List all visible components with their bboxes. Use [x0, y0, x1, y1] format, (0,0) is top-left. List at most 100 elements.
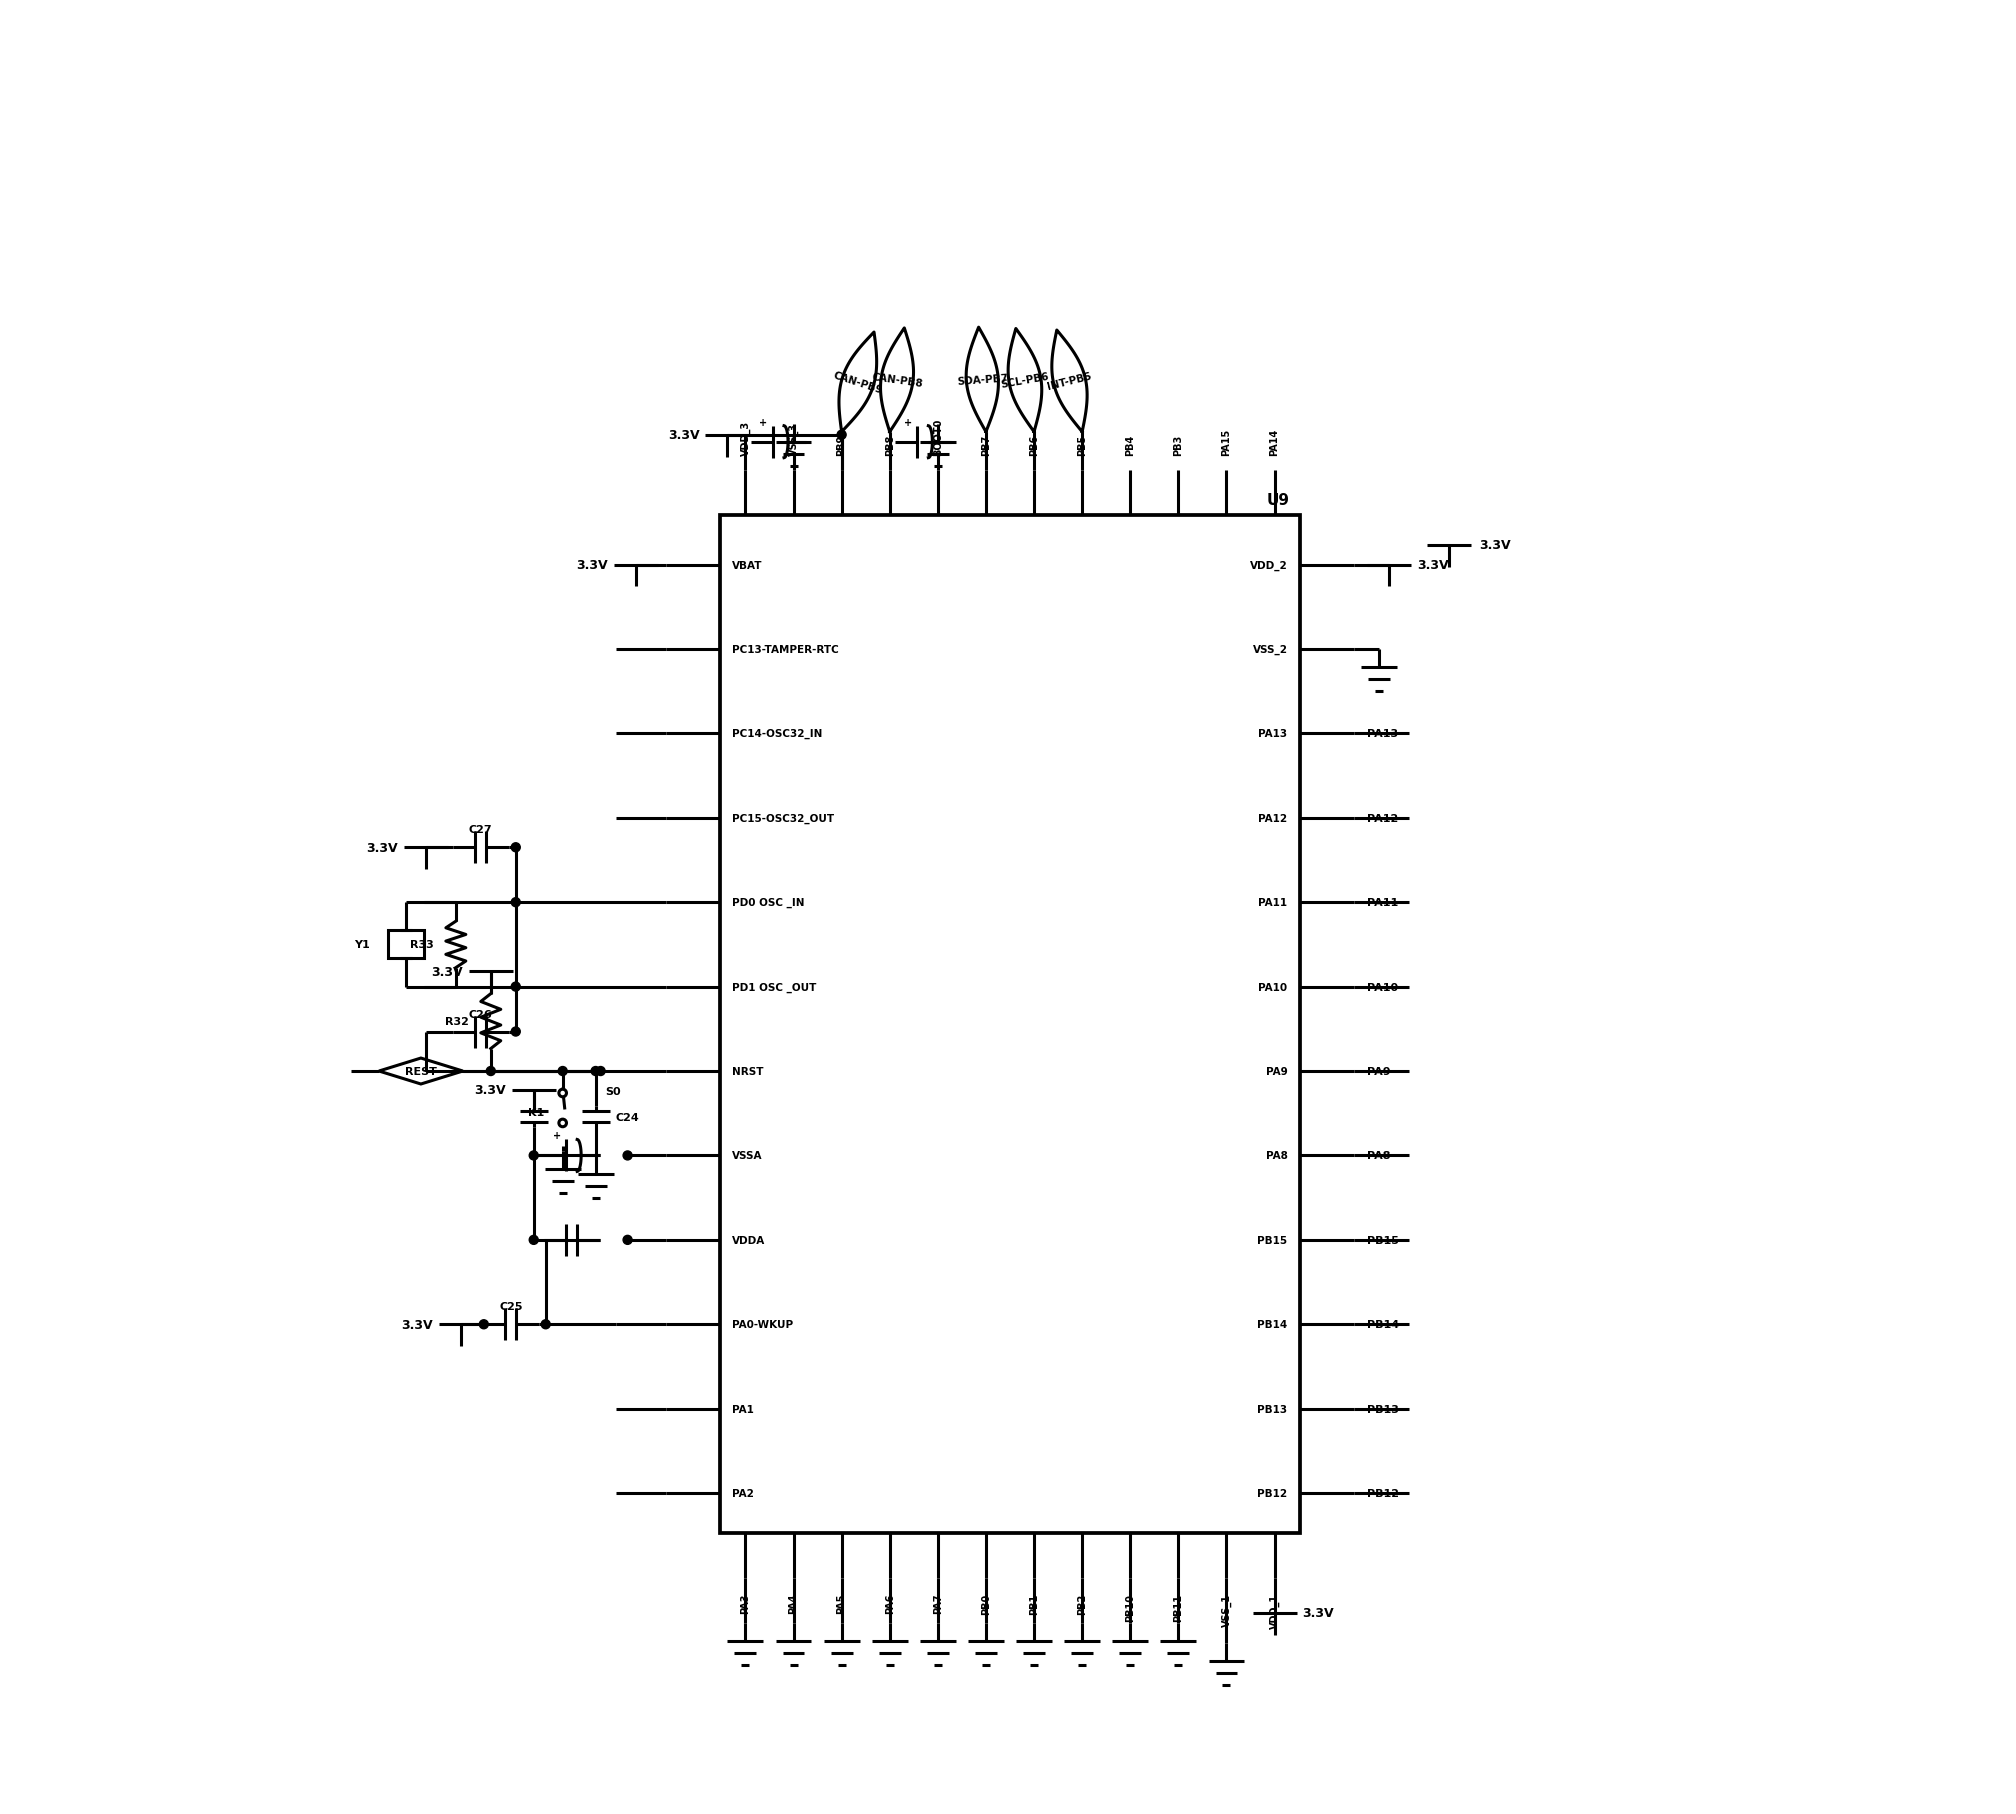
Text: C24: C24: [615, 1112, 639, 1123]
Text: PB15: PB15: [1367, 1235, 1399, 1244]
Text: PA8: PA8: [1266, 1150, 1288, 1161]
Text: PC14-OSC32_IN: PC14-OSC32_IN: [732, 729, 823, 738]
Text: PB4: PB4: [1125, 434, 1135, 455]
Text: PB5: PB5: [1077, 434, 1087, 455]
Text: PA0-WKUP: PA0-WKUP: [732, 1319, 794, 1330]
Text: PB9: PB9: [837, 434, 847, 455]
Text: PA11: PA11: [1258, 898, 1288, 907]
Text: 3.3V: 3.3V: [367, 842, 397, 854]
Text: PB1: PB1: [1028, 1593, 1038, 1614]
Text: S0: S0: [605, 1087, 621, 1096]
Text: CAN-PB8: CAN-PB8: [871, 372, 923, 390]
Text: VDD_3: VDD_3: [740, 421, 750, 455]
Text: VBAT: VBAT: [732, 561, 762, 570]
Text: PB12: PB12: [1367, 1487, 1399, 1498]
Text: PB8: PB8: [885, 434, 895, 455]
Text: 3.3V: 3.3V: [1417, 559, 1450, 571]
Polygon shape: [1008, 330, 1042, 432]
Circle shape: [512, 898, 520, 907]
Circle shape: [623, 1152, 633, 1161]
Text: +: +: [903, 417, 911, 428]
Text: PA10: PA10: [1258, 981, 1288, 992]
Text: VSS_2: VSS_2: [1252, 644, 1288, 655]
Text: PB11: PB11: [1173, 1593, 1183, 1622]
Text: C25: C25: [500, 1302, 522, 1312]
Circle shape: [837, 432, 847, 441]
Polygon shape: [1052, 330, 1087, 432]
Text: 3.3V: 3.3V: [401, 1319, 433, 1331]
Text: PA8: PA8: [1367, 1150, 1391, 1161]
Text: PB7: PB7: [982, 434, 992, 455]
Text: PA9: PA9: [1367, 1067, 1391, 1076]
Circle shape: [623, 1235, 633, 1244]
Text: 3.3V: 3.3V: [431, 965, 464, 978]
Text: C27: C27: [470, 825, 492, 834]
Text: PB13: PB13: [1367, 1404, 1399, 1413]
Text: PA2: PA2: [732, 1487, 754, 1498]
Text: PB6: PB6: [1028, 434, 1038, 455]
Text: PA11: PA11: [1367, 898, 1399, 907]
Text: VDD_2: VDD_2: [1250, 561, 1288, 570]
Circle shape: [558, 1090, 566, 1097]
Circle shape: [597, 1067, 605, 1076]
Text: +: +: [552, 1130, 560, 1141]
Text: 3.3V: 3.3V: [577, 559, 607, 571]
Text: PB2: PB2: [1077, 1593, 1087, 1614]
Text: PA7: PA7: [933, 1593, 943, 1614]
Circle shape: [530, 1152, 538, 1161]
Bar: [720, 515, 1300, 1533]
Text: R33: R33: [409, 940, 433, 951]
Text: PC13-TAMPER-RTC: PC13-TAMPER-RTC: [732, 644, 839, 655]
Text: PA12: PA12: [1367, 813, 1399, 824]
Circle shape: [512, 1027, 520, 1036]
Circle shape: [530, 1235, 538, 1244]
Text: PD0 OSC _IN: PD0 OSC _IN: [732, 898, 804, 907]
Text: PA15: PA15: [1222, 428, 1232, 455]
Text: PA13: PA13: [1258, 729, 1288, 738]
Circle shape: [512, 844, 520, 853]
Text: VSS_1: VSS_1: [1222, 1593, 1232, 1625]
Text: PA1: PA1: [732, 1404, 754, 1413]
Text: 3.3V: 3.3V: [667, 428, 700, 443]
Text: PB12: PB12: [1258, 1487, 1288, 1498]
Text: NRST: NRST: [732, 1067, 764, 1076]
Text: CAN-PB9: CAN-PB9: [833, 370, 883, 395]
Text: INT-PB5: INT-PB5: [1046, 372, 1093, 392]
Text: PB13: PB13: [1258, 1404, 1288, 1413]
Bar: [387, 931, 423, 960]
Circle shape: [486, 1067, 496, 1076]
Text: PA6: PA6: [885, 1593, 895, 1614]
Text: PA13: PA13: [1367, 729, 1399, 738]
Text: PA12: PA12: [1258, 813, 1288, 824]
Text: 3.3V: 3.3V: [474, 1083, 506, 1096]
Circle shape: [558, 1067, 566, 1076]
Circle shape: [540, 1321, 550, 1330]
Text: PC15-OSC32_OUT: PC15-OSC32_OUT: [732, 813, 835, 824]
Text: PB15: PB15: [1258, 1235, 1288, 1244]
Circle shape: [558, 1119, 566, 1126]
Text: 3.3V: 3.3V: [1302, 1607, 1335, 1620]
Text: VDDA: VDDA: [732, 1235, 766, 1244]
Text: PA4: PA4: [788, 1593, 798, 1614]
Text: VSSA: VSSA: [732, 1150, 762, 1161]
Text: BOOT0: BOOT0: [933, 417, 943, 455]
Text: PB10: PB10: [1125, 1593, 1135, 1622]
Text: PD1 OSC _OUT: PD1 OSC _OUT: [732, 981, 816, 992]
Text: PB3: PB3: [1173, 434, 1183, 455]
Text: PA10: PA10: [1367, 981, 1399, 992]
Text: K1: K1: [528, 1107, 544, 1117]
Text: U9: U9: [1266, 492, 1290, 508]
Text: PB14: PB14: [1367, 1319, 1399, 1330]
Polygon shape: [966, 328, 998, 432]
Text: PA14: PA14: [1270, 428, 1280, 455]
Text: PB14: PB14: [1258, 1319, 1288, 1330]
Text: SCL-PB6: SCL-PB6: [1000, 372, 1050, 390]
Text: VSS_3: VSS_3: [788, 423, 798, 455]
Text: +: +: [760, 417, 768, 428]
Text: PA9: PA9: [1266, 1067, 1288, 1076]
Text: PA5: PA5: [837, 1593, 847, 1614]
Text: Y1: Y1: [355, 940, 371, 951]
Polygon shape: [839, 332, 877, 432]
Circle shape: [591, 1067, 601, 1076]
Text: R32: R32: [446, 1016, 470, 1027]
